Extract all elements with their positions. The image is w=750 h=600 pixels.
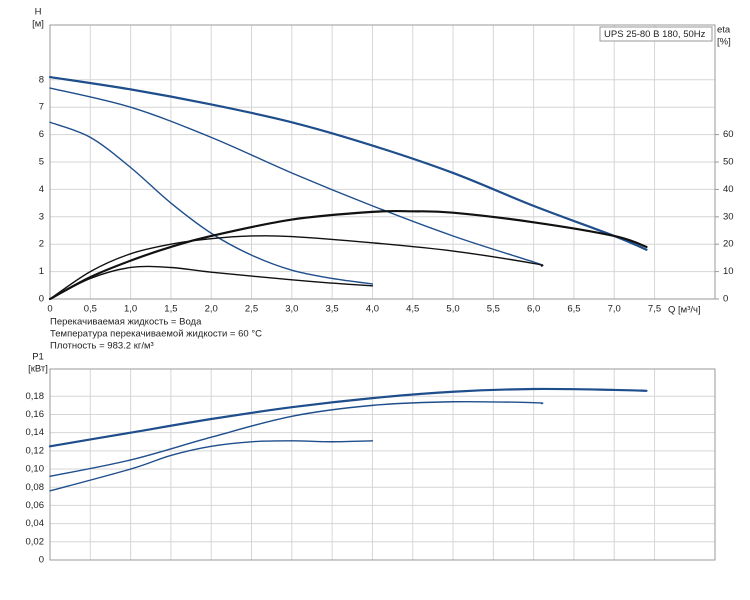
curve (49, 400, 544, 478)
x-tick-label: 7,0 (608, 304, 621, 315)
y-unit: [м] (32, 19, 44, 30)
y2-tick-label: 30 (723, 211, 734, 222)
x-tick-label: 0 (47, 304, 52, 315)
curve (49, 234, 544, 300)
y2-tick-label: 10 (723, 266, 734, 277)
x-tick-label: 5,5 (487, 304, 500, 315)
y-tick-label: 0,12 (26, 445, 45, 456)
y2-tick-label: 0 (723, 294, 728, 305)
y-tick-label: 6 (39, 129, 44, 140)
y-label: P1 (32, 352, 44, 363)
y-tick-label: 3 (39, 211, 44, 222)
y-tick-label: 8 (39, 74, 44, 85)
curve (49, 265, 374, 300)
y-tick-label: 5 (39, 157, 44, 168)
y2-tick-label: 40 (723, 184, 734, 195)
curve (49, 121, 374, 285)
y-tick-label: 7 (39, 102, 44, 113)
curve (48, 209, 648, 301)
x-tick-label: 2,0 (205, 304, 218, 315)
y-tick-label: 0,14 (26, 427, 45, 438)
bottom-frame (49, 368, 716, 561)
x-tick-label: 4,0 (366, 304, 379, 315)
x-tick-label: 4,5 (406, 304, 419, 315)
annotation: Плотность = 983.2 кг/м³ (50, 341, 154, 352)
y-tick-label: 1 (39, 266, 44, 277)
x-tick-label: 3,0 (285, 304, 298, 315)
y-tick-label: 0,06 (26, 500, 45, 511)
annotation: Температура перекачиваемой жидкости = 60… (50, 329, 262, 340)
curve (48, 387, 648, 448)
x-tick-label: 6,5 (567, 304, 580, 315)
grids (49, 25, 715, 561)
y2-tick-label: 50 (723, 157, 734, 168)
x-tick-label: 0,5 (84, 304, 97, 315)
annotation: Перекачиваемая жидкость = Вода (50, 317, 202, 328)
y2-unit: [%] (717, 37, 731, 48)
x-label: Q [м³/ч] (668, 305, 701, 316)
x-tick-label: 5,0 (446, 304, 459, 315)
y-tick-label: 4 (39, 184, 44, 195)
y2-tick-label: 20 (723, 239, 734, 250)
curve (48, 75, 648, 251)
y-tick-label: 0 (39, 555, 44, 566)
y-tick-label: 0,16 (26, 409, 45, 420)
curve (49, 87, 544, 266)
y-tick-label: 0,10 (26, 464, 45, 475)
x-tick-label: 7,5 (648, 304, 661, 315)
y-tick-label: 0 (39, 294, 44, 305)
y2-label: eta (717, 25, 731, 36)
x-tick-label: 2,5 (245, 304, 258, 315)
y-tick-label: 0,08 (26, 482, 45, 493)
y-tick-label: 0,04 (26, 518, 45, 529)
x-tick-label: 3,5 (326, 304, 339, 315)
y2-tick-label: 60 (723, 129, 734, 140)
x-tick-label: 1,0 (124, 304, 137, 315)
y-tick-label: 0,18 (26, 391, 45, 402)
y-tick-label: 0,02 (26, 536, 45, 547)
legend-box (599, 26, 713, 42)
chart-title: UPS 25-80 B 180, 50Hz (604, 29, 706, 40)
x-tick-label: 6,0 (527, 304, 540, 315)
curve (49, 440, 374, 492)
y-unit: [кВт] (28, 364, 48, 375)
x-tick-label: 1,5 (164, 304, 177, 315)
y-label: H (35, 7, 42, 18)
y-tick-label: 2 (39, 239, 44, 250)
